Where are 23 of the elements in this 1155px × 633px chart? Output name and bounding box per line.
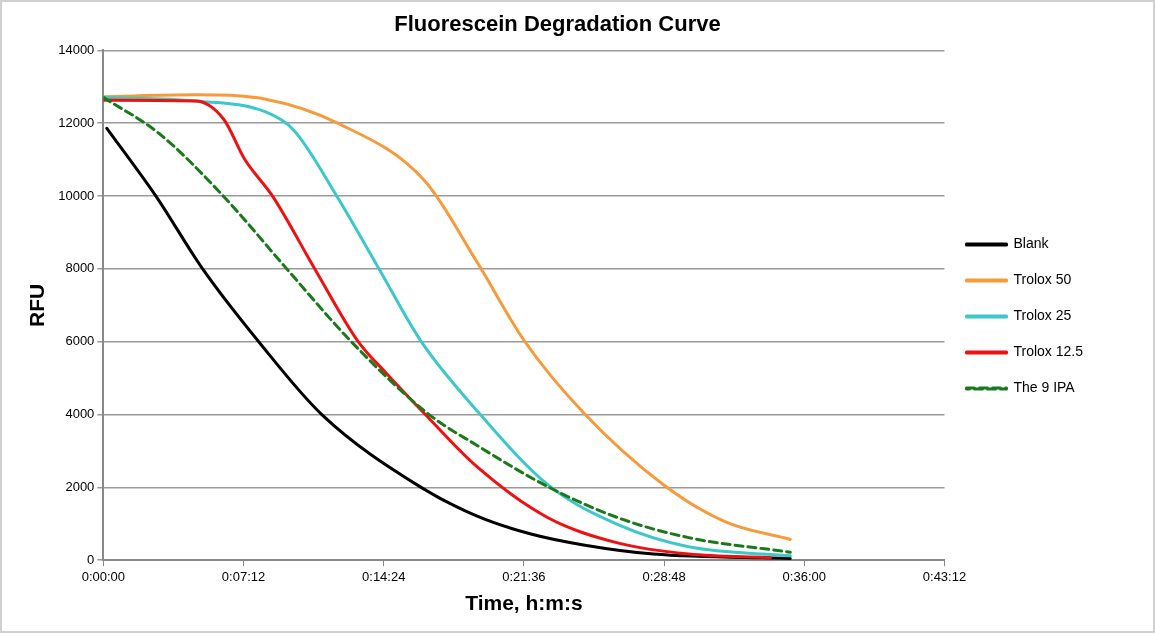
x-axis-title: Time, h:m:s — [465, 591, 583, 615]
y-tick-label: 2000 — [65, 478, 95, 494]
chart-title: Fluorescein Degradation Curve — [394, 11, 721, 37]
y-tick-label: 14000 — [58, 41, 95, 57]
x-tick-label: 0:43:12 — [922, 568, 967, 584]
x-tick-label: 0:36:00 — [782, 568, 826, 584]
legend-label: Trolox 50 — [1013, 271, 1072, 288]
y-tick-label: 12000 — [58, 114, 95, 130]
x-tick-label: 0:00:00 — [81, 568, 126, 584]
legend-label: Trolox 12.5 — [1013, 343, 1084, 360]
x-tick-label: 0:28:48 — [642, 568, 686, 584]
y-tick-label: 8000 — [65, 260, 95, 276]
y-tick-label: 0 — [87, 551, 95, 567]
y-tick-label: 6000 — [65, 333, 95, 349]
legend-label: The 9 IPA — [1013, 379, 1076, 396]
x-tick-label: 0:21:36 — [502, 568, 546, 584]
x-tick-label: 0:07:12 — [221, 568, 266, 584]
legend-label: Blank — [1013, 235, 1050, 252]
legend-label: Trolox 25 — [1013, 307, 1072, 324]
y-axis-title: RFU — [25, 283, 49, 327]
y-tick-label: 4000 — [65, 406, 95, 422]
y-tick-label: 10000 — [58, 187, 95, 203]
x-tick-label: 0:14:24 — [362, 568, 406, 584]
